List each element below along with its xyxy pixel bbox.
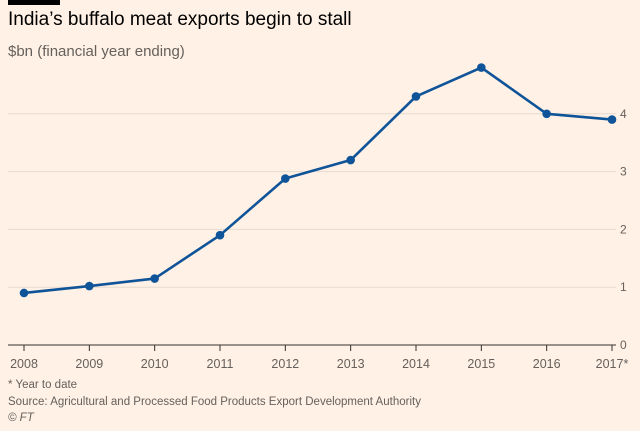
x-tick-label: 2012 <box>271 357 299 371</box>
x-tick-label: 2008 <box>10 357 38 371</box>
x-tick-label: 2009 <box>75 357 103 371</box>
data-point-2009 <box>85 281 94 291</box>
y-tick-label: 1 <box>620 280 627 294</box>
x-tick-label: 2016 <box>533 357 561 371</box>
data-point-2011 <box>215 230 225 240</box>
y-tick-label: 3 <box>620 165 627 179</box>
chart-subtitle: $bn (financial year ending) <box>8 43 185 60</box>
data-point-2008 <box>19 288 29 298</box>
data-point-2013 <box>346 155 355 165</box>
ft-credit: © FT <box>8 412 34 424</box>
data-point-2014 <box>411 92 421 101</box>
x-axis <box>8 344 616 351</box>
ft-accent-bar <box>8 0 60 5</box>
chart-title: India’s buffalo meat exports begin to st… <box>8 9 352 30</box>
x-tick-label: 2013 <box>337 357 365 371</box>
data-point-2015 <box>477 63 486 72</box>
y-tick-label: 4 <box>620 107 627 121</box>
series-line <box>22 66 614 295</box>
data-point-2016 <box>542 109 551 119</box>
x-tick-labels: 2008 2009 2010 2011 2012 2013 2014 2015 2016 2017… <box>10 357 628 371</box>
x-tick-label: 2010 <box>141 357 169 371</box>
x-tick-label: 2014 <box>402 357 430 371</box>
footnote: * Year to date <box>8 379 78 391</box>
data-point-2012 <box>281 174 290 183</box>
x-tick-label: 2011 <box>207 357 234 371</box>
y-tick-label: 2 <box>620 222 627 236</box>
y-tick-label: 0 <box>620 338 627 352</box>
x-tick-label: 2017* <box>596 357 629 371</box>
data-series <box>19 63 617 298</box>
data-point-2017 <box>607 115 617 124</box>
source-note: Source: Agricultural and Processed Food … <box>8 396 421 408</box>
y-tick-labels: 0 1 2 3 4 <box>620 107 627 352</box>
x-tick-label: 2015 <box>467 357 495 371</box>
data-point-2010 <box>150 274 159 283</box>
gridlines <box>8 113 616 288</box>
